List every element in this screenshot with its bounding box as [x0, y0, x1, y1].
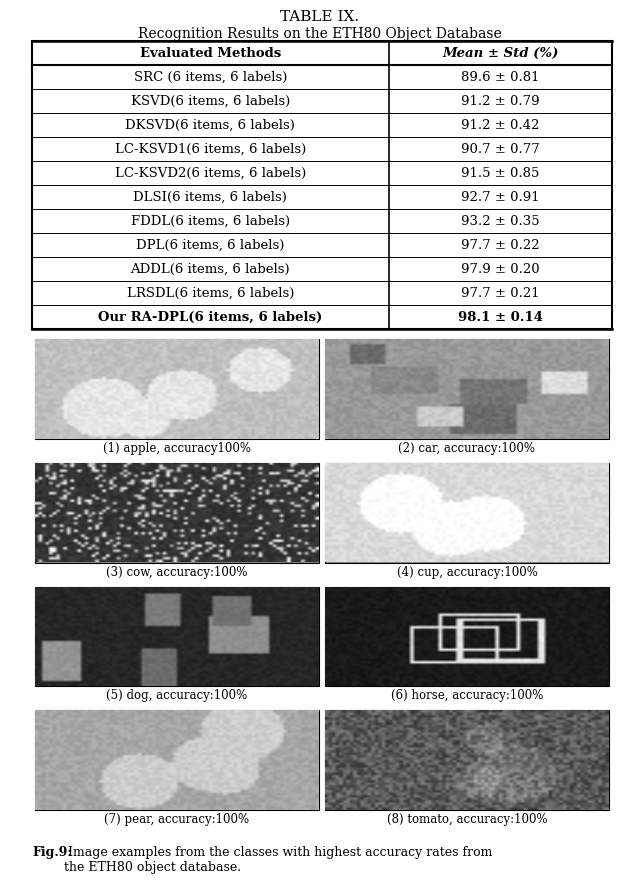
Text: DPL(6 items, 6 labels): DPL(6 items, 6 labels): [136, 238, 285, 252]
Bar: [325, 339, 609, 439]
Text: Our RA-DPL(6 items, 6 labels): Our RA-DPL(6 items, 6 labels): [98, 311, 323, 323]
Bar: [35, 587, 319, 686]
Text: 91.2 ± 0.42: 91.2 ± 0.42: [461, 118, 540, 132]
Text: 90.7 ± 0.77: 90.7 ± 0.77: [461, 142, 540, 156]
Text: ADDL(6 items, 6 labels): ADDL(6 items, 6 labels): [131, 263, 290, 275]
Text: 98.1 ± 0.14: 98.1 ± 0.14: [458, 311, 543, 323]
Bar: [325, 711, 609, 810]
Text: 97.7 ± 0.21: 97.7 ± 0.21: [461, 287, 540, 299]
Text: 97.9 ± 0.20: 97.9 ± 0.20: [461, 263, 540, 275]
Text: (6) horse, accuracy:100%: (6) horse, accuracy:100%: [391, 689, 543, 702]
Text: Fig.9:: Fig.9:: [32, 846, 72, 859]
Text: (4) cup, accuracy:100%: (4) cup, accuracy:100%: [397, 565, 538, 579]
Bar: [325, 587, 609, 686]
Text: 92.7 ± 0.91: 92.7 ± 0.91: [461, 191, 540, 203]
Bar: [32, 41, 612, 329]
Text: (5) dog, accuracy:100%: (5) dog, accuracy:100%: [106, 689, 248, 702]
Text: DKSVD(6 items, 6 labels): DKSVD(6 items, 6 labels): [125, 118, 295, 132]
Text: 93.2 ± 0.35: 93.2 ± 0.35: [461, 214, 540, 228]
Text: LC-KSVD2(6 items, 6 labels): LC-KSVD2(6 items, 6 labels): [115, 167, 306, 179]
Text: LC-KSVD1(6 items, 6 labels): LC-KSVD1(6 items, 6 labels): [115, 142, 306, 156]
Text: SRC (6 items, 6 labels): SRC (6 items, 6 labels): [134, 71, 287, 83]
Text: DLSI(6 items, 6 labels): DLSI(6 items, 6 labels): [133, 191, 287, 203]
Bar: [35, 462, 319, 563]
Text: 91.2 ± 0.79: 91.2 ± 0.79: [461, 94, 540, 108]
Text: Recognition Results on the ETH80 Object Database: Recognition Results on the ETH80 Object …: [138, 27, 502, 41]
Text: (1) apple, accuracy100%: (1) apple, accuracy100%: [103, 442, 251, 455]
Bar: [325, 462, 609, 563]
Text: (2) car, accuracy:100%: (2) car, accuracy:100%: [399, 442, 536, 455]
Text: 91.5 ± 0.85: 91.5 ± 0.85: [461, 167, 540, 179]
Text: Evaluated Methods: Evaluated Methods: [140, 47, 281, 59]
Text: TABLE IX.: TABLE IX.: [280, 10, 360, 24]
Text: 97.7 ± 0.22: 97.7 ± 0.22: [461, 238, 540, 252]
Text: FDDL(6 items, 6 labels): FDDL(6 items, 6 labels): [131, 214, 290, 228]
Text: (7) pear, accuracy:100%: (7) pear, accuracy:100%: [104, 813, 250, 826]
Text: Image examples from the classes with highest accuracy rates from
the ETH80 objec: Image examples from the classes with hig…: [64, 846, 492, 874]
Text: 89.6 ± 0.81: 89.6 ± 0.81: [461, 71, 540, 83]
Text: LRSDL(6 items, 6 labels): LRSDL(6 items, 6 labels): [127, 287, 294, 299]
Bar: [35, 339, 319, 439]
Text: KSVD(6 items, 6 labels): KSVD(6 items, 6 labels): [131, 94, 290, 108]
Text: (8) tomato, accuracy:100%: (8) tomato, accuracy:100%: [387, 813, 547, 826]
Text: Mean ± Std (%): Mean ± Std (%): [442, 47, 559, 59]
Text: (3) cow, accuracy:100%: (3) cow, accuracy:100%: [106, 565, 248, 579]
Bar: [35, 711, 319, 810]
